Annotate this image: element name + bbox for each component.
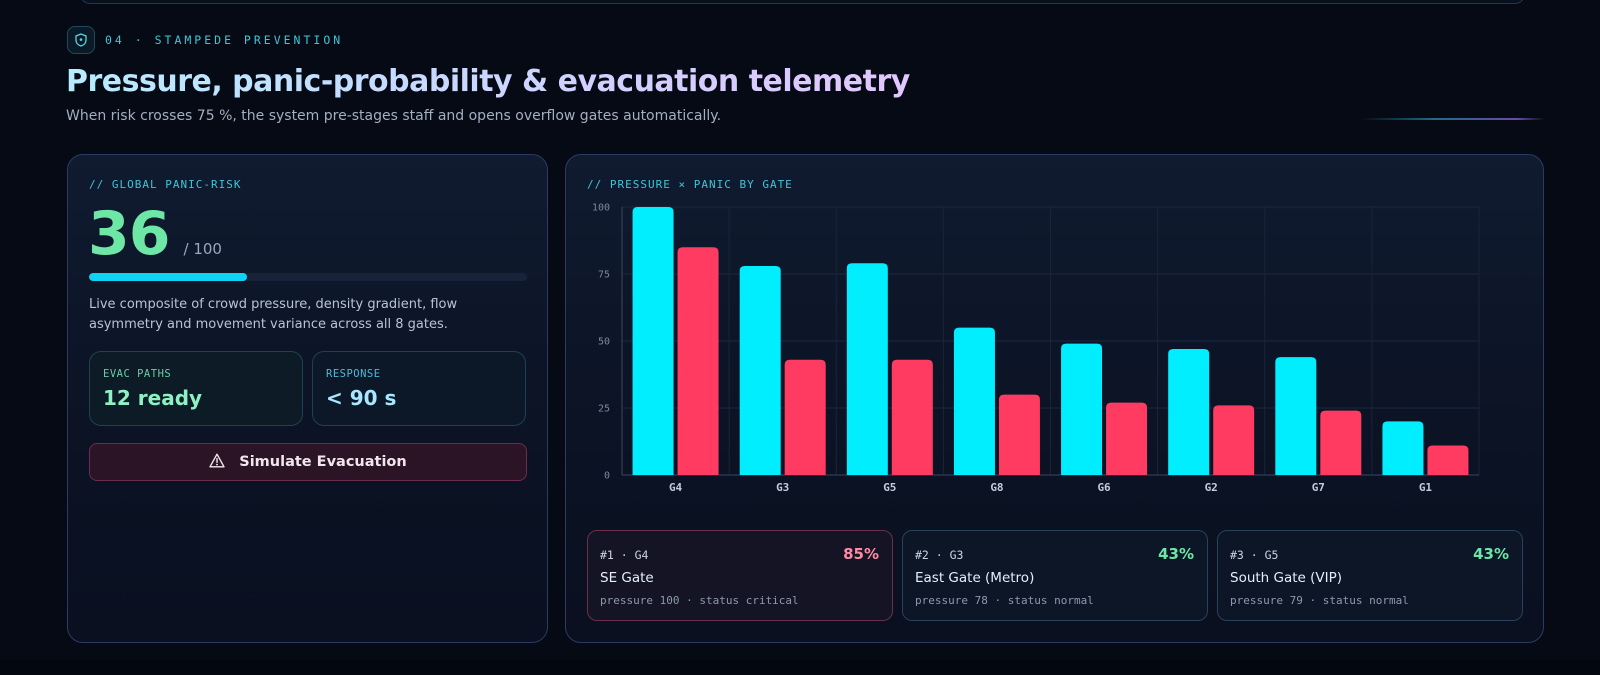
response-value: < 90 s	[326, 386, 397, 410]
chart-y-tick-label: 25	[598, 404, 610, 415]
warning-triangle-icon	[209, 453, 225, 472]
gate-name: SE Gate	[600, 570, 654, 586]
chart-bar-panic	[1320, 410, 1362, 475]
chart-y-tick-label: 50	[598, 337, 610, 348]
chart-bar-panic	[677, 247, 719, 475]
chart-bar-pressure	[632, 207, 674, 475]
chart-x-tick-label: G7	[1312, 481, 1325, 494]
chart-bar-pressure	[1061, 343, 1103, 475]
chart-bar-panic	[784, 359, 826, 475]
chart-bar-panic	[1213, 405, 1255, 475]
chart-svg: 0 25 50 75 100 G4 G3 G5 G8 G6 G2 G7 G1	[592, 203, 1480, 494]
simulate-evacuation-button[interactable]: Simulate Evacuation	[89, 443, 527, 481]
chart-x-tick-label: G1	[1419, 481, 1433, 494]
risk-score-value: 36	[88, 199, 170, 269]
chart-bar-panic	[998, 394, 1040, 475]
top-gate-card-2[interactable]: #2 · G3 43% East Gate (Metro) pressure 7…	[902, 530, 1208, 621]
chart-y-tick-label: 0	[604, 471, 610, 482]
section-eyebrow-text: 04 · STAMPEDE PREVENTION	[105, 33, 344, 47]
chart-bar-panic	[1427, 445, 1469, 475]
chart-bar-pressure	[953, 327, 995, 475]
page-title: Pressure, panic-probability & evacuation…	[66, 62, 910, 102]
evac-paths-value: 12 ready	[103, 386, 203, 410]
evac-paths-stat: EVAC PATHS 12 ready	[89, 351, 303, 426]
shield-icon	[67, 26, 95, 54]
response-stat: RESPONSE < 90 s	[312, 351, 526, 426]
page-subtitle: When risk crosses 75 %, the system pre-s…	[66, 108, 722, 124]
decorative-divider	[1360, 118, 1545, 120]
chart-x-tick-label: G2	[1205, 481, 1218, 494]
gate-chart-label: // PRESSURE × PANIC BY GATE	[587, 178, 793, 191]
chart-x-tick-label: G3	[776, 481, 789, 494]
risk-progress-bar	[89, 273, 527, 281]
gate-panic-percent: 85%	[843, 545, 879, 563]
risk-score-max: / 100	[183, 240, 222, 258]
gate-chart-card: // PRESSURE × PANIC BY GATE 0 25 50 75 100 G4…	[565, 154, 1544, 643]
gate-meta: pressure 100 · status critical	[600, 594, 799, 607]
gate-panic-percent: 43%	[1158, 545, 1194, 563]
chart-bar-pressure	[1168, 349, 1210, 475]
global-risk-label: // GLOBAL PANIC-RISK	[89, 178, 242, 191]
gate-meta: pressure 79 · status normal	[1230, 594, 1409, 607]
chart-bar-panic	[891, 359, 933, 475]
gate-name: South Gate (VIP)	[1230, 570, 1343, 586]
gate-name: East Gate (Metro)	[915, 570, 1035, 586]
global-risk-card: // GLOBAL PANIC-RISK 36 / 100 Live compo…	[67, 154, 548, 643]
chart-bar-pressure	[846, 263, 888, 475]
section-eyebrow: 04 · STAMPEDE PREVENTION	[67, 26, 343, 54]
chart-bar-pressure	[739, 265, 781, 475]
top-gate-card-3[interactable]: #3 · G5 43% South Gate (VIP) pressure 79…	[1217, 530, 1523, 621]
gate-panic-percent: 43%	[1473, 545, 1509, 563]
chart-y-tick-label: 75	[598, 270, 610, 281]
chart-bar-panic	[1106, 402, 1148, 475]
gate-rank-id: #2 · G3	[915, 548, 964, 562]
pressure-panic-chart: 0 25 50 75 100 G4 G3 G5 G8 G6 G2 G7 G1	[566, 155, 1545, 515]
risk-description: Live composite of crowd pressure, densit…	[89, 297, 458, 332]
gate-meta: pressure 78 · status normal	[915, 594, 1094, 607]
chart-x-tick-label: G4	[669, 481, 683, 494]
response-label: RESPONSE	[326, 368, 381, 380]
risk-score: 36 / 100	[88, 199, 222, 269]
chart-x-tick-label: G6	[1097, 481, 1111, 494]
chart-bar-pressure	[1275, 357, 1317, 475]
chart-y-tick-label: 100	[592, 203, 610, 214]
chart-x-tick-label: G8	[990, 481, 1003, 494]
gate-rank-id: #1 · G4	[600, 548, 649, 562]
risk-progress-fill	[89, 273, 247, 281]
chart-x-tick-label: G5	[883, 481, 896, 494]
page-bottom-band	[0, 660, 1600, 675]
simulate-evacuation-label: Simulate Evacuation	[239, 454, 407, 470]
top-panel-edge	[80, 0, 1525, 4]
chart-bar-pressure	[1382, 421, 1424, 475]
gate-rank-id: #3 · G5	[1230, 548, 1279, 562]
evac-paths-label: EVAC PATHS	[103, 368, 172, 380]
top-gate-card-1[interactable]: #1 · G4 85% SE Gate pressure 100 · statu…	[587, 530, 893, 621]
